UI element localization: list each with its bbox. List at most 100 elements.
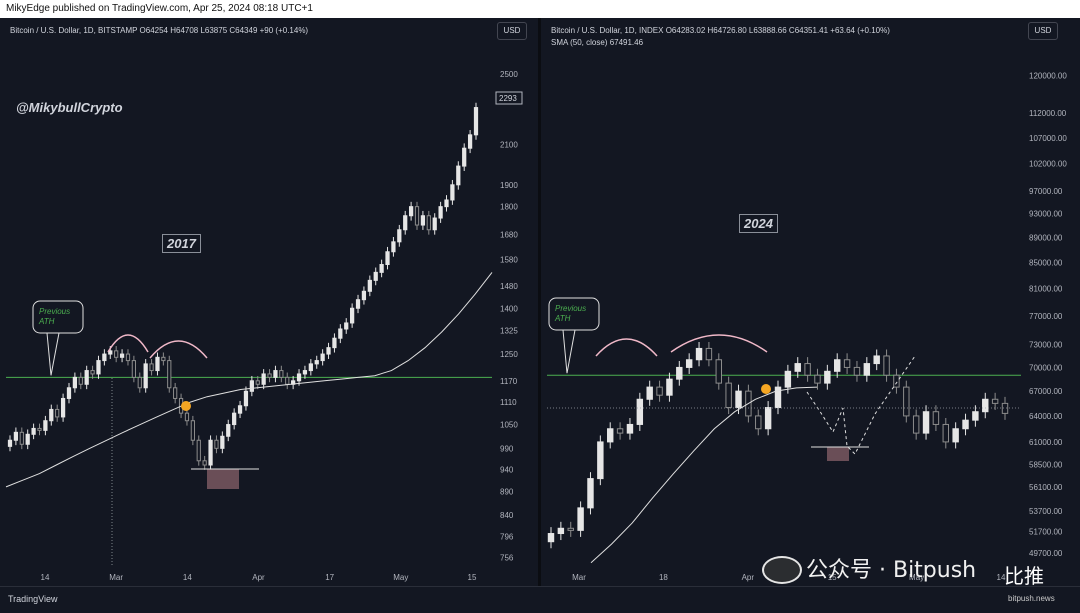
candle-body xyxy=(84,370,89,385)
candle-body xyxy=(379,264,384,273)
x-tick-label: Mar xyxy=(572,573,586,582)
candle-body xyxy=(55,408,60,418)
candle-body xyxy=(78,376,83,385)
wechat-watermark: 公众号 · Bitpush xyxy=(806,558,977,583)
previous-ath-callout xyxy=(548,297,600,331)
candle-body xyxy=(214,439,219,449)
candle-body xyxy=(764,407,772,430)
candle-body xyxy=(426,215,431,231)
tradingview-logo[interactable]: TradingView xyxy=(8,594,58,604)
x-tick-label: Apr xyxy=(742,573,755,582)
candle-body xyxy=(557,527,565,535)
candle-body xyxy=(843,359,851,368)
candle-body xyxy=(587,478,594,509)
last-price-tag xyxy=(495,91,523,105)
candle-body xyxy=(903,386,910,417)
candle-body xyxy=(962,419,969,430)
candle-body xyxy=(547,533,555,543)
chart-canvas-2017[interactable]: 756 796 840 890 940 990 1050 1110 1170 1250 1325 14… xyxy=(0,18,538,586)
candle-body xyxy=(267,373,272,378)
candle-body xyxy=(403,215,408,231)
y-tick-label: 89000.00 xyxy=(1029,233,1063,242)
double-top-arc xyxy=(149,340,208,359)
y-tick-label: 1580 xyxy=(500,255,518,264)
candle-body xyxy=(243,390,249,407)
candle-body xyxy=(72,376,78,389)
y-tick-label: 102000.00 xyxy=(1029,160,1067,169)
candle-body xyxy=(320,353,325,362)
candle-body xyxy=(626,423,634,434)
last-price-label: 2293 xyxy=(499,94,517,103)
callout-pointer xyxy=(562,329,576,374)
sma-line xyxy=(590,386,818,564)
candle-body xyxy=(173,387,178,399)
y-tick-label: 107000.00 xyxy=(1029,134,1067,143)
candle-body xyxy=(296,373,302,382)
x-tick-label: 14 xyxy=(183,573,192,582)
sma-info: SMA (50, close) 67491.46 xyxy=(551,38,644,47)
support-zone-box xyxy=(827,447,849,461)
candle-body xyxy=(567,527,574,531)
breakdown-marker xyxy=(181,401,191,411)
candle-body xyxy=(597,441,604,480)
chart-panel-2017[interactable]: 756 796 840 890 940 990 1050 1110 1170 1250 1325 14… xyxy=(0,18,538,586)
double-top-arc xyxy=(107,334,149,353)
y-tick-label: 73000.00 xyxy=(1029,341,1063,350)
candle-body xyxy=(131,360,136,378)
candle-body xyxy=(982,398,989,413)
candle-body xyxy=(344,322,349,330)
y-tick-label: 1900 xyxy=(500,181,518,190)
candle-body xyxy=(636,398,644,425)
author-handle: @MikybullCrypto xyxy=(16,100,123,115)
candle-body xyxy=(408,206,414,217)
breakdown-marker xyxy=(761,384,771,394)
candle-body xyxy=(685,359,693,368)
candle-body xyxy=(285,376,290,385)
y-tick-label: 93000.00 xyxy=(1029,210,1063,219)
y-tick-label: 120000.00 xyxy=(1029,72,1067,81)
y-tick-label: 1170 xyxy=(500,377,518,386)
candle-body xyxy=(308,363,313,372)
chart-panel-2024[interactable]: 49700.00 51700.00 53700.00 56100.00 58500.00… xyxy=(541,18,1080,586)
bitpush-logo: 比推 xyxy=(1004,564,1044,588)
candle-body xyxy=(912,415,920,434)
candle-body xyxy=(824,370,831,384)
candle-body xyxy=(705,347,713,361)
candle-body xyxy=(190,420,195,441)
candle-body xyxy=(273,370,278,378)
callout-text: Previous xyxy=(39,307,70,316)
currency-button[interactable]: USD xyxy=(497,22,527,40)
candle-body xyxy=(616,428,624,434)
y-tick-label: 990 xyxy=(500,444,514,453)
candle-body xyxy=(952,428,959,443)
candle-body xyxy=(577,507,584,531)
previous-ath-callout xyxy=(32,300,84,334)
chart-canvas-2024[interactable]: 49700.00 51700.00 53700.00 56100.00 58500.00… xyxy=(541,18,1080,586)
y-tick-label: 77000.00 xyxy=(1029,312,1063,321)
candle-body xyxy=(755,415,762,430)
currency-button[interactable]: USD xyxy=(1028,22,1058,40)
double-top-arc xyxy=(670,334,768,353)
candle-body xyxy=(232,412,237,426)
year-label-2017: 2017 xyxy=(162,234,201,253)
sma-line xyxy=(5,272,493,488)
candle-body xyxy=(302,370,308,375)
candle-body xyxy=(196,439,201,462)
y-tick-label: 1110 xyxy=(500,398,517,407)
candle-body xyxy=(125,353,131,362)
candle-body xyxy=(432,217,437,231)
callout-text: ATH xyxy=(554,314,571,323)
support-zone-box xyxy=(207,469,239,489)
candle-body xyxy=(226,424,231,437)
candle-body xyxy=(834,359,841,372)
candle-body xyxy=(155,356,160,372)
candle-body xyxy=(607,428,614,443)
x-tick-label: 18 xyxy=(659,573,668,582)
footer-bar: TradingView xyxy=(0,586,1080,613)
candle-body xyxy=(893,374,900,388)
candle-body xyxy=(102,353,107,362)
candle-body xyxy=(883,355,890,376)
candle-body xyxy=(167,360,172,389)
y-tick-label: 796 xyxy=(500,533,514,542)
candle-body xyxy=(90,370,95,375)
